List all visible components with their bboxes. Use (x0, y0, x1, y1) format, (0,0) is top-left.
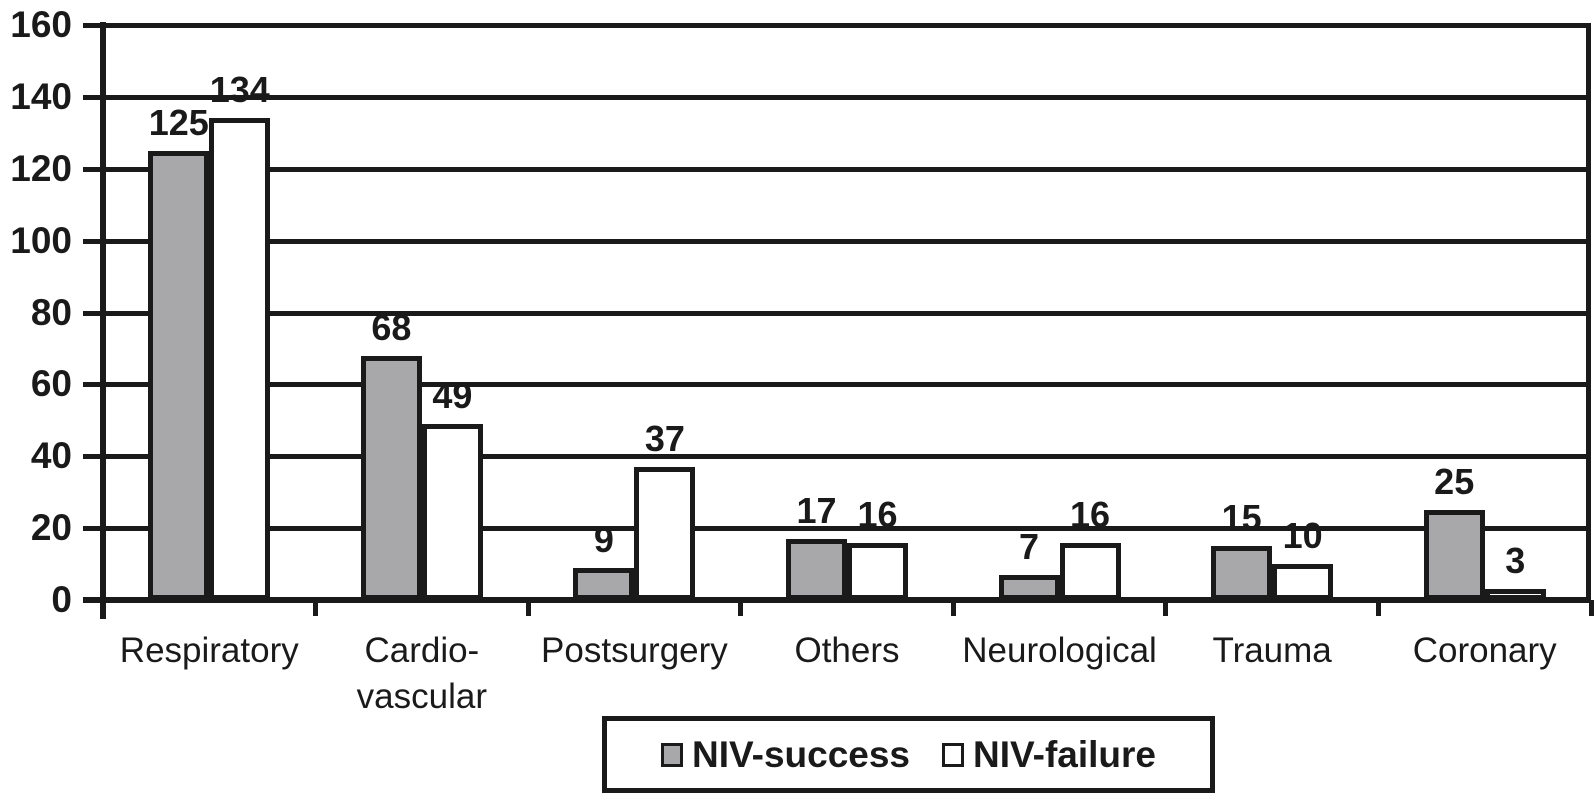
category-label-trauma: Trauma (1212, 631, 1332, 670)
x-axis-tick-6 (1375, 600, 1381, 616)
x-axis-tick-5 (1163, 600, 1169, 616)
bar-niv-failure-respiratory (209, 118, 271, 600)
bar-label-niv-success-cardio-vascular: 68 (371, 306, 412, 348)
category-label-respiratory: Respiratory (119, 631, 299, 670)
category-label-postsurgery: Postsurgery (541, 631, 728, 670)
bar-label-niv-success-trauma: 15 (1221, 497, 1262, 539)
gridline-140 (83, 94, 1591, 100)
gridline-40 (83, 454, 1591, 460)
legend-label-niv-failure: NIV-failure (973, 733, 1157, 775)
x-axis-tick-4 (950, 600, 956, 616)
y-tick-label-160: 160 (10, 4, 72, 45)
bar-label-niv-success-others: 17 (796, 489, 837, 531)
bar-niv-success-neurological (998, 574, 1060, 600)
y-tick-label-80: 80 (30, 291, 72, 333)
bar-niv-success-coronary (1423, 510, 1485, 600)
bar-niv-failure-neurological (1059, 542, 1121, 600)
x-axis-tick-7 (1588, 600, 1594, 616)
y-tick-label-140: 140 (10, 75, 72, 117)
x-axis-line (83, 597, 1591, 603)
gridline-100 (83, 238, 1591, 244)
legend-label-niv-success: NIV-success (691, 733, 911, 775)
bar-label-niv-success-respiratory: 125 (148, 101, 209, 143)
category-label-others: Others (794, 631, 900, 670)
bar-label-niv-failure-cardio-vascular: 49 (432, 374, 473, 416)
y-tick-label-20: 20 (30, 507, 72, 549)
y-tick-label-100: 100 (10, 219, 72, 261)
bar-niv-failure-others (847, 542, 908, 600)
gridline-120 (83, 166, 1591, 172)
bar-label-niv-success-neurological: 7 (1019, 525, 1040, 567)
bar-niv-success-others (786, 538, 847, 600)
bar-niv-failure-trauma (1272, 564, 1334, 600)
x-axis-tick-1 (313, 600, 319, 616)
gridline-60 (83, 382, 1591, 388)
bar-label-niv-failure-respiratory: 134 (209, 69, 270, 111)
y-tick-label-120: 120 (10, 147, 72, 189)
bar-niv-failure-coronary (1484, 589, 1546, 600)
category-label-cardio-vascular: Cardio- vascular (356, 631, 487, 716)
bar-niv-success-respiratory (148, 150, 210, 600)
category-label-coronary: Coronary (1412, 631, 1557, 670)
bar-label-niv-failure-coronary: 3 (1505, 540, 1526, 582)
legend: NIV-success NIV-failure (602, 716, 1215, 793)
plot-right-border (1586, 25, 1591, 600)
y-tick-label-40: 40 (30, 435, 72, 477)
bar-niv-failure-cardio-vascular (421, 423, 483, 600)
gridline-20 (83, 526, 1591, 532)
y-axis-line (100, 22, 106, 619)
y-tick-label-0: 0 (51, 579, 72, 620)
bar-niv-success-cardio-vascular (360, 355, 422, 600)
bar-niv-success-trauma (1211, 546, 1273, 600)
gridline-80 (83, 310, 1591, 316)
bar-niv-failure-postsurgery (634, 467, 696, 600)
niv-success-swatch-icon (660, 742, 683, 767)
bar-label-niv-failure-postsurgery: 37 (644, 418, 685, 460)
legend-item-niv-failure: NIV-failure (942, 733, 1157, 775)
bar-label-niv-success-postsurgery: 9 (593, 518, 614, 560)
bar-label-niv-success-coronary: 25 (1434, 461, 1475, 503)
bar-label-niv-failure-trauma: 10 (1282, 515, 1323, 557)
y-tick-label-60: 60 (30, 363, 72, 405)
bar-label-niv-failure-neurological: 16 (1070, 493, 1111, 535)
gridline-160 (83, 23, 1591, 28)
x-axis-tick-2 (525, 600, 531, 616)
bar-label-niv-failure-others: 16 (857, 493, 898, 535)
niv-failure-swatch-icon (942, 742, 965, 767)
category-label-neurological: Neurological (962, 631, 1157, 670)
legend-item-niv-success: NIV-success (660, 733, 911, 775)
bar-niv-success-postsurgery (573, 567, 635, 600)
x-axis-tick-3 (738, 600, 744, 616)
